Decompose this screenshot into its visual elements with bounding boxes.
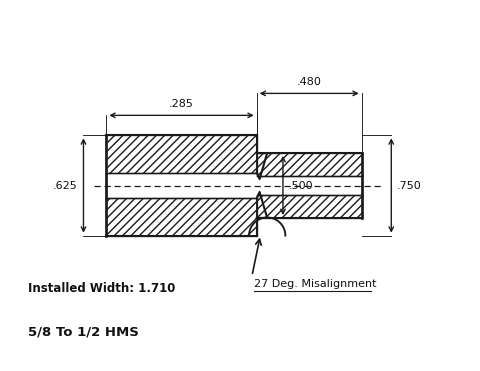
Polygon shape <box>107 135 257 173</box>
Polygon shape <box>257 135 267 178</box>
Text: .480: .480 <box>297 77 322 87</box>
Text: .500: .500 <box>288 181 313 190</box>
Polygon shape <box>257 153 362 176</box>
Text: .625: .625 <box>53 181 78 190</box>
Polygon shape <box>257 195 362 218</box>
Text: Installed Width: 1.710: Installed Width: 1.710 <box>28 282 175 295</box>
Text: .750: .750 <box>397 181 422 190</box>
Text: 27 Deg. Misalignment: 27 Deg. Misalignment <box>254 279 377 289</box>
Polygon shape <box>257 193 267 236</box>
Text: 5/8 To 1/2 HMS: 5/8 To 1/2 HMS <box>28 325 139 338</box>
Polygon shape <box>107 198 257 236</box>
Text: .285: .285 <box>169 99 194 109</box>
